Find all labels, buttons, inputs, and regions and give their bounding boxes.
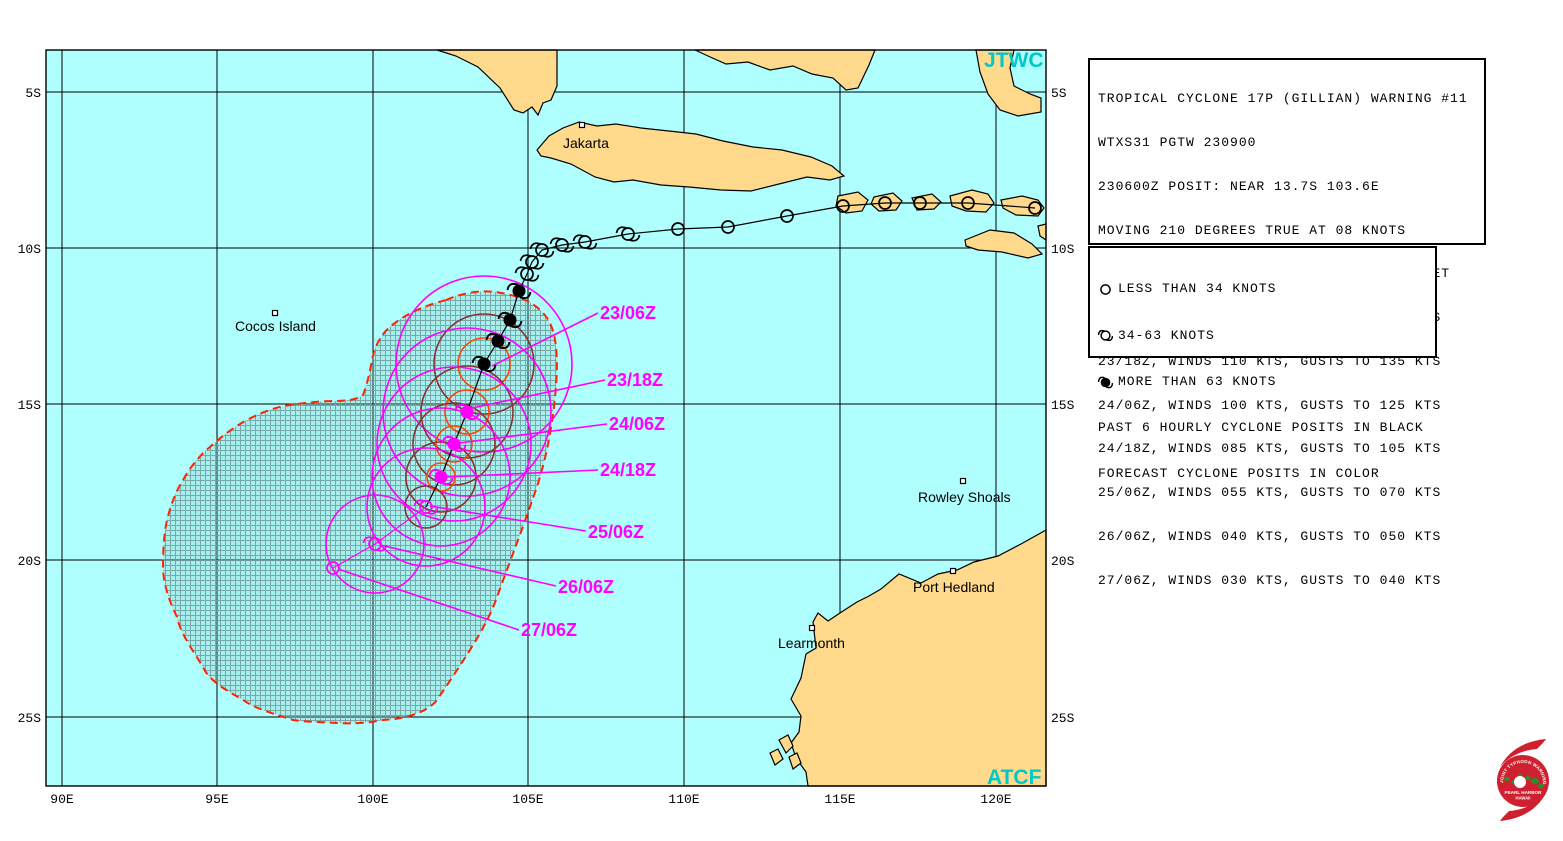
forecast-time-labels: 23/06Z 23/18Z 24/06Z 24/18Z 25/06Z 26/06…: [521, 303, 665, 640]
lat-label-left-5s: 5S: [25, 86, 41, 101]
warning-line: 24/06Z, WINDS 100 KTS, GUSTS TO 125 KTS: [1098, 397, 1442, 413]
legend-note-label: FORECAST CYCLONE POSITS IN COLOR: [1098, 466, 1380, 482]
warning-line: 26/06Z, WINDS 040 KTS, GUSTS TO 050 KTS: [1098, 529, 1442, 544]
lon-label-90e: 90E: [50, 792, 74, 807]
warning-line: TROPICAL CYCLONE 17P (GILLIAN) WARNING #…: [1098, 91, 1468, 107]
wind-radii-24-18z: [371, 407, 511, 547]
longitude-axis-labels: 90E 95E 100E 105E 110E 115E 120E: [50, 792, 1011, 807]
logo-subtitle2: HAWAII: [1516, 796, 1531, 801]
wind-radii-23-06z: [395, 275, 573, 453]
map-border: [45, 49, 1047, 787]
warning-text-box: TROPICAL CYCLONE 17P (GILLIAN) WARNING #…: [1088, 58, 1486, 587]
atcf-corner-label: ATCF: [987, 766, 1042, 789]
warning-line: 24/18Z, WINDS 085 KTS, GUSTS TO 105 KTS: [1098, 441, 1442, 457]
lon-label-105e: 105E: [512, 792, 543, 807]
legend-note-forecast: FORECAST CYCLONE POSITS IN COLOR: [1098, 466, 1427, 483]
legend-item-label: 34-63 KNOTS: [1118, 327, 1215, 343]
legend-item-label: LESS THAN 34 KNOTS: [1118, 281, 1277, 297]
logo-center-hole: [1514, 776, 1526, 788]
logo-top-arm: [1500, 739, 1546, 767]
legend-note-label: PAST 6 HOURLY CYCLONE POSITS IN BLACK: [1098, 419, 1424, 435]
lat-label-left-15s: 15S: [18, 398, 42, 413]
wind-radii-23-18z: [382, 327, 552, 497]
place-labels: Jakarta Cocos Island Rowley Shoals Port …: [235, 135, 1011, 651]
wind-radii-24-06z: [376, 366, 532, 522]
island-shark-bay-2: [769, 748, 784, 766]
lat-label-left-10s: 10S: [18, 242, 42, 257]
warning-line: MOVING 210 DEGREES TRUE AT 08 KNOTS: [1098, 222, 1407, 238]
lon-label-95e: 95E: [205, 792, 229, 807]
lat-label-left-20s: 20S: [18, 554, 42, 569]
jtwc-corner-label: JTWC: [984, 49, 1044, 72]
legend-item-lt34: LESS THAN 34 KNOTS: [1098, 281, 1427, 298]
legend-box: LESS THAN 34 KNOTS 34-63 KNOTS MORE THAN…: [1088, 246, 1437, 481]
marker-cocos-island: [271, 309, 279, 317]
place-label-port-hedland: Port Hedland: [913, 579, 995, 595]
forecast-label-27-06z: 27/06Z: [521, 620, 577, 640]
wind-radii-25-06z: [366, 447, 486, 567]
wind-radii-26-06z: [325, 494, 425, 594]
warning-line: 230600Z POSIT: NEAR 13.7S 103.6E: [1098, 178, 1380, 194]
island-bali: [835, 191, 869, 214]
landmasses: [436, 49, 1047, 787]
latitude-axis-labels-left: 5S 10S 15S 20S 25S: [18, 86, 42, 726]
legend-item-gt63: MORE THAN 63 KNOTS: [1098, 374, 1427, 391]
open-circle-icon: [1100, 284, 1111, 296]
legend-item-34-63: 34-63 KNOTS: [1098, 327, 1427, 344]
place-label-rowley-shoals: Rowley Shoals: [918, 489, 1011, 505]
warning-line: 27/06Z, WINDS 030 KTS, GUSTS TO 040 KTS: [1098, 572, 1442, 588]
place-label-learmonth: Learmonth: [778, 635, 845, 651]
lat-label-right-10s: 10S: [1051, 242, 1075, 257]
place-markers: [271, 121, 967, 632]
marker-learmonth: [808, 624, 816, 632]
lon-label-120e: 120E: [980, 792, 1011, 807]
legend-note-past: PAST 6 HOURLY CYCLONE POSITS IN BLACK: [1098, 420, 1427, 437]
logo-subtitle: PEARL HARBOR: [1505, 790, 1543, 795]
landmass-borneo: [694, 49, 876, 91]
forecast-label-23-18z: 23/18Z: [607, 370, 663, 390]
lat-label-right-5s: 5S: [1051, 86, 1067, 101]
marker-rowley-shoals: [959, 477, 967, 485]
forecast-label-23-06z: 23/06Z: [600, 303, 656, 323]
jtwc-logo: JOINT TYPHOON WARNING CENTER PEARL HARBO…: [1487, 737, 1549, 821]
marker-port-hedland: [949, 567, 957, 575]
lat-label-right-20s: 20S: [1051, 554, 1075, 569]
forecast-label-26-06z: 26/06Z: [558, 577, 614, 597]
island-chain-east: [1000, 195, 1045, 217]
marker-jakarta: [578, 121, 586, 129]
lon-label-115e: 115E: [824, 792, 855, 807]
lat-label-left-25s: 25S: [18, 711, 42, 726]
forecast-track-line-extended: [332, 506, 427, 569]
storm-circle-icon: [1098, 330, 1113, 342]
forecast-label-24-18z: 24/18Z: [600, 460, 656, 480]
island-flores: [949, 189, 995, 213]
place-label-cocos-island: Cocos Island: [235, 318, 316, 334]
forecast-label-25-06z: 25/06Z: [588, 522, 644, 542]
logo-bottom-arm: [1500, 793, 1546, 821]
legend-item-label: MORE THAN 63 KNOTS: [1118, 373, 1277, 389]
lat-label-right-15s: 15S: [1051, 398, 1075, 413]
landmass-sumatra: [436, 49, 558, 117]
latitude-axis-labels-right: 5S 10S 15S 20S 25S: [1051, 86, 1075, 726]
island-shark-bay-3: [788, 752, 802, 770]
island-shark-bay-1: [778, 734, 794, 754]
warning-line: 25/06Z, WINDS 055 KTS, GUSTS TO 070 KTS: [1098, 485, 1442, 501]
lat-label-right-25s: 25S: [1051, 711, 1075, 726]
danger-area: [161, 290, 558, 725]
hurricane-circle-icon: [1098, 376, 1113, 388]
forecast-label-24-06z: 24/06Z: [609, 414, 665, 434]
lon-label-100e: 100E: [357, 792, 388, 807]
landmass-sulawesi: [975, 49, 1042, 117]
wind-radii-circles: [325, 275, 573, 594]
forecast-label-leaders: [337, 312, 608, 631]
lon-label-110e: 110E: [668, 792, 699, 807]
place-label-jakarta: Jakarta: [563, 135, 609, 151]
landmass-java: [536, 121, 846, 192]
island-sumba-timor: [964, 229, 1044, 259]
warning-line: WTXS31 PGTW 230900: [1098, 134, 1257, 150]
